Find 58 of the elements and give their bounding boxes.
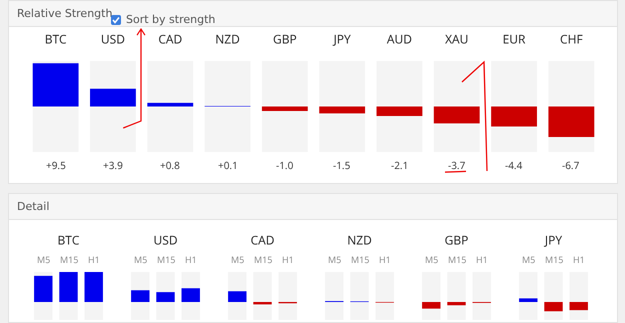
x-tick-label: CHF [560, 30, 583, 48]
x-tick-label: NZD [347, 232, 372, 249]
bar [491, 106, 537, 127]
x-tick-label: BTC [44, 30, 68, 48]
x-tick-label: JPY [544, 232, 562, 249]
series-label: M15 [60, 253, 78, 266]
text: H1 [476, 253, 488, 266]
x-tick-label: NZD [215, 30, 240, 48]
data-label: +9.5 [46, 158, 66, 172]
data-label: +0.8 [160, 158, 180, 172]
bar [570, 302, 588, 310]
text: M15 [157, 253, 176, 266]
x-tick-label: AUD [386, 30, 412, 48]
text: H1 [379, 253, 391, 266]
text: M15 [545, 253, 564, 266]
text: H1 [185, 253, 197, 266]
x-tick-label: USD [153, 232, 178, 249]
bar [228, 291, 246, 302]
data-label: -2.1 [391, 158, 408, 172]
text: M15 [351, 253, 370, 266]
bar [90, 88, 136, 106]
text: M15 [254, 253, 272, 266]
chart-title: Relative Strength [17, 7, 112, 20]
text: H1 [573, 253, 585, 266]
bar [262, 106, 308, 112]
x-tick-label: JPY [332, 30, 352, 48]
bar [319, 106, 366, 114]
x-tick-label: XAU [445, 30, 468, 48]
bar [519, 298, 538, 302]
text: M5 [425, 253, 438, 266]
text: H1 [282, 253, 294, 266]
bar [131, 290, 150, 302]
data-label: -4.4 [505, 158, 523, 172]
x-tick-label: CAD [250, 232, 274, 249]
x-tick-label: GBP [444, 232, 468, 249]
text: M15 [448, 253, 466, 266]
x-tick-label: EUR [502, 30, 526, 48]
data-label: +0.1 [218, 158, 238, 172]
bar [376, 106, 422, 116]
x-tick-label: GBP [273, 30, 297, 48]
x-tick-label: BTC [58, 232, 80, 249]
series-label: M5 [37, 253, 50, 266]
data-label: -1.0 [276, 158, 294, 172]
text: M5 [522, 253, 536, 266]
text: M5 [134, 253, 148, 266]
bar [147, 102, 194, 106]
data-label: +3.9 [103, 158, 124, 172]
x-tick-label: CAD [158, 30, 182, 48]
chart-title: Detail [17, 200, 50, 213]
data-label: -3.7 [448, 158, 466, 172]
x-tick-label: USD [100, 30, 125, 48]
text: M5 [328, 253, 342, 266]
bar [434, 106, 480, 124]
data-label: -6.7 [562, 158, 580, 172]
text: M5 [231, 253, 244, 266]
series-label: H1 [88, 253, 100, 266]
text: Sort by strength [126, 12, 216, 28]
data-label: -1.5 [333, 158, 351, 172]
